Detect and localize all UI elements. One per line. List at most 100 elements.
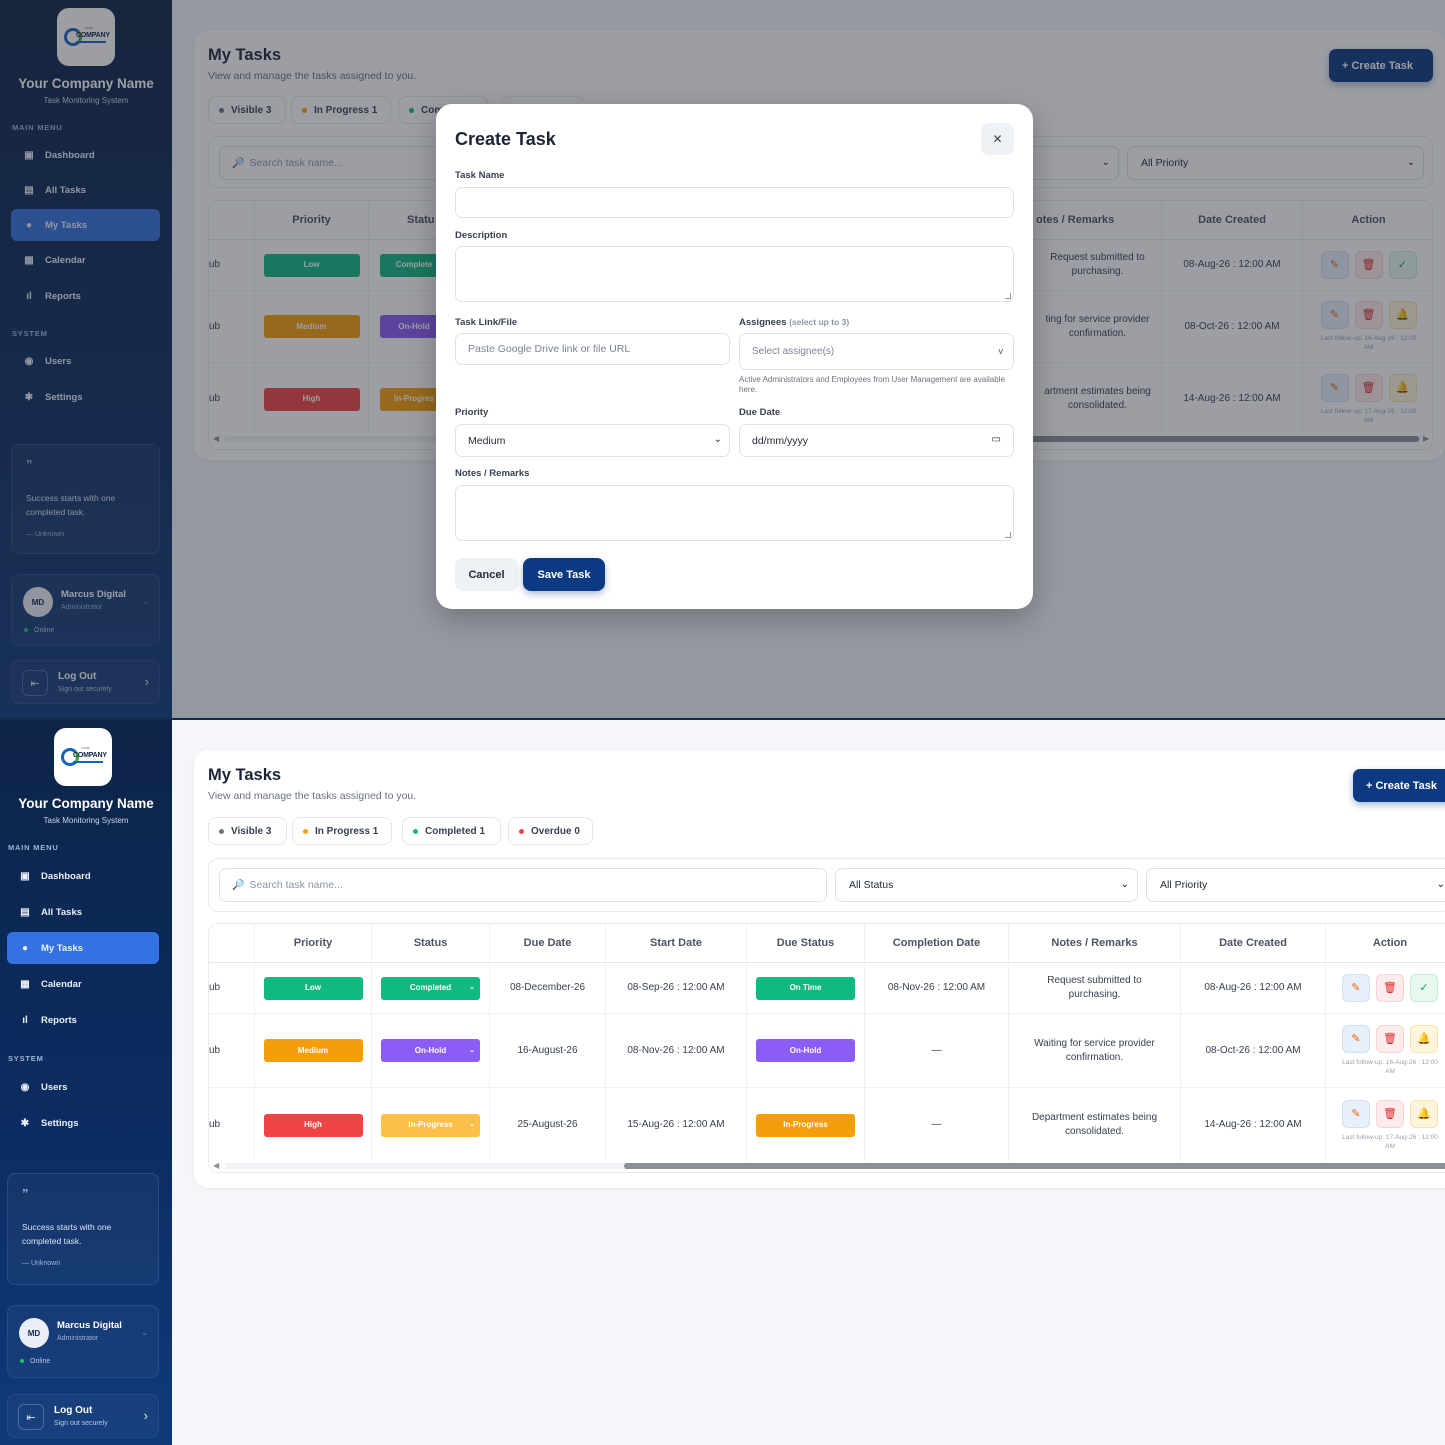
scrollbar-thumb[interactable] bbox=[624, 1163, 1445, 1169]
status-select[interactable]: In-Progres bbox=[380, 387, 448, 411]
user-card[interactable]: MD Marcus Digital Administrator ⌄ Online bbox=[11, 574, 160, 646]
completion-date-cell: — bbox=[865, 1014, 1009, 1087]
search-input[interactable]: 🔎 Search task name... bbox=[219, 868, 827, 902]
nav-my-tasks[interactable]: ● My Tasks bbox=[7, 932, 159, 964]
logout-button[interactable]: ⇤ Log Out Sign out securely › bbox=[7, 1394, 159, 1438]
nav-all-tasks[interactable]: ▤ All Tasks bbox=[24, 184, 87, 196]
scroll-left-icon[interactable]: ◀ bbox=[213, 434, 220, 443]
status-select[interactable]: Completed ⌄ bbox=[381, 976, 480, 1000]
nav-settings[interactable]: ✱ Settings bbox=[24, 391, 83, 403]
bell-icon[interactable]: 🔔 bbox=[1388, 373, 1417, 402]
notes-cell: Request submitted to purchasing. bbox=[1034, 240, 1162, 290]
quote-author: — Unknown bbox=[26, 531, 65, 538]
nav-dashboard[interactable]: ▣ Dashboard bbox=[24, 149, 95, 161]
chevron-right-icon: › bbox=[144, 674, 149, 689]
scrollbar-thumb[interactable] bbox=[649, 436, 1419, 442]
task-link-input[interactable]: Paste Google Drive link or file URL bbox=[455, 333, 730, 365]
nav-users[interactable]: ◉ Users bbox=[24, 355, 72, 367]
sidebar: YOUR COMPANY Your Company Name Task Monit… bbox=[0, 0, 172, 718]
due-status-badge: On-Hold bbox=[756, 1039, 855, 1062]
priority-badge: Medium bbox=[263, 1039, 363, 1062]
col-due-status: Due Status bbox=[747, 924, 865, 963]
assignees-label: Assignees (select up to 3) bbox=[739, 317, 850, 328]
chevron-right-icon: › bbox=[143, 1408, 148, 1423]
status-select[interactable]: On-Hold ⌄ bbox=[381, 1039, 480, 1062]
bell-icon[interactable]: 🔔 bbox=[1388, 301, 1417, 329]
nav-settings[interactable]: ✱ Settings bbox=[20, 1117, 79, 1129]
col-priority: Priority bbox=[255, 924, 372, 963]
assignees-select[interactable]: Select assignee(s) v bbox=[739, 333, 1014, 370]
cancel-button[interactable]: Cancel bbox=[455, 558, 518, 591]
priority-select[interactable]: Medium ⌄ bbox=[455, 424, 730, 457]
nav-users[interactable]: ◉ Users bbox=[20, 1081, 68, 1093]
logout-button[interactable]: ⇤ Log Out Sign out securely › bbox=[11, 660, 160, 704]
trash-icon[interactable]: 🗑 bbox=[1354, 301, 1383, 329]
gear-icon: ✱ bbox=[20, 1117, 30, 1129]
nav-all-tasks[interactable]: ▤ All Tasks bbox=[20, 906, 83, 918]
brand-subtitle: Task Monitoring System bbox=[43, 96, 129, 105]
trash-icon[interactable]: 🗑 bbox=[1376, 1025, 1404, 1053]
user-card[interactable]: MD Marcus Digital Administrator ⌄ Online bbox=[7, 1305, 159, 1378]
user-role: Administrator bbox=[61, 604, 103, 611]
user-status: Online bbox=[24, 627, 54, 634]
scroll-left-icon[interactable]: ◀ bbox=[213, 1161, 220, 1170]
users-icon: ◉ bbox=[24, 355, 34, 367]
tasks-card: My Tasks View and manage the tasks assig… bbox=[194, 750, 1445, 1188]
edit-icon[interactable]: ✎ bbox=[1342, 1099, 1370, 1128]
priority-filter[interactable]: All Priority ⌄ bbox=[1127, 146, 1424, 180]
nav-my-tasks[interactable]: ● My Tasks bbox=[11, 209, 160, 241]
trash-icon[interactable]: 🗑 bbox=[1354, 251, 1383, 279]
trash-icon[interactable]: 🗑 bbox=[1354, 373, 1383, 402]
notes-textarea[interactable] bbox=[455, 485, 1014, 541]
notes-label: Notes / Remarks bbox=[455, 468, 530, 479]
nav-calendar[interactable]: ▦ Calendar bbox=[20, 978, 82, 990]
save-task-button[interactable]: Save Task bbox=[523, 558, 605, 591]
date-created-cell: 08-Oct-26 : 12:00 AM bbox=[1181, 1014, 1326, 1087]
status-filter[interactable]: ⌄ bbox=[1029, 146, 1119, 180]
quote-card: ” Success starts with one completed task… bbox=[7, 1173, 159, 1285]
bell-icon[interactable]: 🔔 bbox=[1410, 1099, 1438, 1128]
col-priority: Priority bbox=[255, 201, 369, 240]
due-date-input[interactable]: dd/mm/yyyy ▭ bbox=[739, 424, 1014, 457]
status-select[interactable]: On-Hold bbox=[380, 315, 448, 338]
priority-badge: Low bbox=[263, 253, 360, 277]
chevron-down-icon: ⌄ bbox=[141, 1328, 148, 1337]
notes-cell: Waiting for service provider confirmatio… bbox=[1009, 1014, 1181, 1087]
calendar-icon[interactable]: ▭ bbox=[991, 434, 1001, 445]
nav-reports[interactable]: ıl Reports bbox=[11, 280, 160, 312]
nav-reports[interactable]: ıl Reports bbox=[7, 1004, 159, 1036]
status-filter[interactable]: All Status ⌄ bbox=[835, 868, 1138, 902]
description-textarea[interactable] bbox=[455, 246, 1014, 302]
edit-icon[interactable]: ✎ bbox=[1320, 251, 1349, 279]
bell-icon[interactable]: 🔔 bbox=[1410, 1025, 1438, 1053]
create-task-button[interactable]: + Create Task bbox=[1353, 769, 1445, 802]
due-status-badge: In-Progress bbox=[756, 1113, 855, 1137]
col-date-created: Date Created bbox=[1162, 201, 1303, 240]
nav-dashboard[interactable]: ▣ Dashboard bbox=[20, 870, 91, 882]
edit-icon[interactable]: ✎ bbox=[1342, 974, 1370, 1002]
scroll-right-icon[interactable]: ▶ bbox=[1423, 434, 1430, 443]
edit-icon[interactable]: ✎ bbox=[1320, 373, 1349, 402]
check-icon[interactable]: ✓ bbox=[1410, 974, 1438, 1002]
status-select[interactable]: In-Progress ⌄ bbox=[381, 1113, 480, 1137]
user-icon: ● bbox=[25, 219, 33, 231]
edit-icon[interactable]: ✎ bbox=[1320, 301, 1349, 329]
edit-icon[interactable]: ✎ bbox=[1342, 1025, 1370, 1053]
nav-calendar[interactable]: ▦ Calendar bbox=[24, 254, 86, 266]
brand-subtitle: Task Monitoring System bbox=[43, 816, 129, 825]
task-name-label: Task Name bbox=[455, 170, 505, 181]
trash-icon[interactable]: 🗑 bbox=[1376, 1099, 1404, 1128]
task-name-input[interactable] bbox=[455, 187, 1014, 218]
check-icon[interactable]: ✓ bbox=[1388, 251, 1417, 279]
calendar-icon: ▦ bbox=[20, 978, 30, 990]
due-date-cell: 16-August-26 bbox=[490, 1014, 606, 1087]
close-icon[interactable]: ✕ bbox=[981, 123, 1014, 155]
trash-icon[interactable]: 🗑 bbox=[1376, 974, 1404, 1002]
logout-icon: ⇤ bbox=[22, 670, 48, 696]
user-status: Online bbox=[20, 1358, 50, 1365]
status-select[interactable]: Complete bbox=[380, 253, 448, 277]
avatar: MD bbox=[23, 587, 53, 617]
create-task-button[interactable]: + Create Task bbox=[1329, 49, 1433, 82]
gear-icon: ✱ bbox=[24, 391, 34, 403]
priority-filter[interactable]: All Priority ⌄ bbox=[1146, 868, 1445, 902]
